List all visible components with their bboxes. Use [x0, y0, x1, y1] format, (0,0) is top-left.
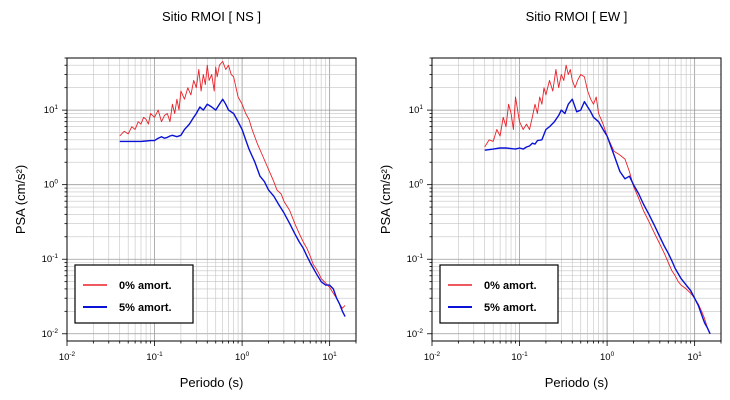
y-tick-label: 101 [409, 104, 424, 116]
y-tick-label: 100 [409, 179, 424, 191]
chart-title: Sitio RMOI [ NS ] [162, 9, 261, 24]
legend-box [74, 264, 194, 324]
x-axis-label: Periodo (s) [545, 375, 609, 390]
y-axis-label: PSA (cm/s²) [13, 165, 28, 234]
x-tick-label: 100 [235, 351, 250, 363]
plot-frame [431, 57, 722, 342]
series-line-damped [119, 98, 346, 317]
plot-frame [66, 57, 357, 342]
series-line-undamped [119, 60, 346, 309]
y-tick-label: 10-2 [407, 328, 424, 340]
x-tick-label: 100 [600, 351, 615, 363]
chart-title: Sitio RMOI [ EW ] [526, 9, 628, 24]
x-tick-label: 10-2 [424, 351, 441, 363]
x-axis-label: Periodo (s) [180, 375, 244, 390]
y-tick-label: 100 [44, 179, 59, 191]
x-tick-label: 10-1 [511, 351, 528, 363]
x-tick-label: 101 [323, 351, 338, 363]
y-axis-label: PSA (cm/s²) [378, 165, 393, 234]
legend: 0% amort. 5% amort. [439, 264, 559, 324]
legend-label: 0% amort. [484, 280, 537, 292]
x-tick-label: 10-1 [146, 351, 163, 363]
legend-label: 5% amort. [484, 302, 537, 314]
y-tick-label: 10-2 [42, 328, 59, 340]
chart-panel-ew: 10-2 10-1 100 101 10-2 10-1 100 101 Sitio RMOI [… [378, 9, 722, 390]
x-tick-label: 101 [688, 351, 703, 363]
legend-label: 0% amort. [119, 280, 172, 292]
y-tick-label: 10-1 [42, 253, 59, 265]
y-tick-label: 101 [44, 104, 59, 116]
chart-panel-ns: 10-2 10-1 100 101 10-2 10-1 100 101 Sitio RMOI [… [13, 9, 357, 390]
legend-label: 5% amort. [119, 302, 172, 314]
series-line-damped [484, 98, 711, 335]
legend-box [439, 264, 559, 324]
series-line-undamped [484, 64, 711, 334]
legend: 0% amort. 5% amort. [74, 264, 194, 324]
y-tick-label: 10-1 [407, 253, 424, 265]
x-tick-label: 10-2 [59, 351, 76, 363]
